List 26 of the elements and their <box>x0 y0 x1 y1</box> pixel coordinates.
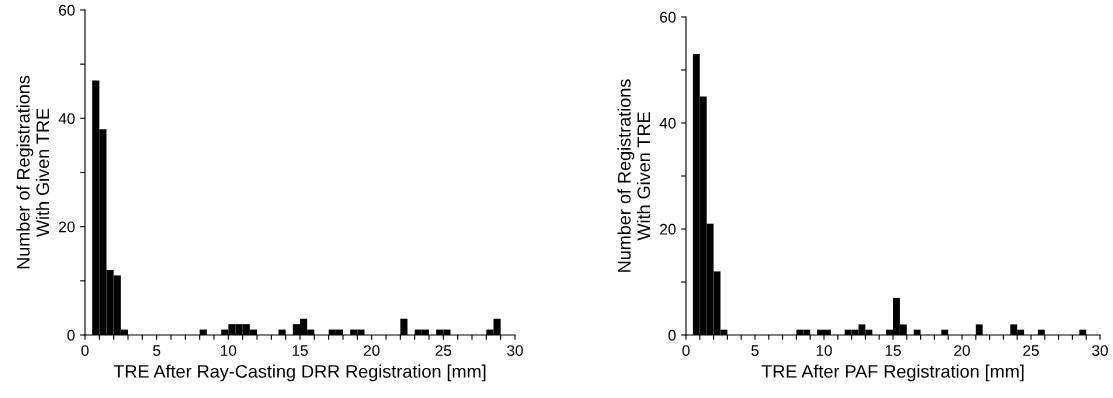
y-tick-label: 60 <box>59 4 75 16</box>
x-tick-label: 20 <box>363 345 380 356</box>
x-tick-label: 5 <box>751 345 759 356</box>
y-tick-label: 40 <box>58 113 75 125</box>
x-tick-label: 20 <box>954 345 970 356</box>
y-tick-label: 20 <box>660 223 676 235</box>
x-tick-label: 25 <box>435 345 452 356</box>
x-tick-label: 0 <box>682 345 690 356</box>
y-tick-label: 40 <box>659 117 676 129</box>
x-axis-title: TRE After Ray-Casting DRR Registration [mm] <box>113 364 486 382</box>
x-tick-label: 25 <box>1023 345 1039 356</box>
x-tick-label: 0 <box>81 345 89 356</box>
x-tick-label: 5 <box>153 345 161 356</box>
y-tick-label: 60 <box>660 11 676 23</box>
y-tick-label: 0 <box>668 329 676 341</box>
x-tick-label: 15 <box>885 345 901 356</box>
x-tick-label: 30 <box>507 345 523 356</box>
x-tick-label: 10 <box>816 345 832 356</box>
y-tick-label: 0 <box>67 329 75 341</box>
y-axis-title: Number of Registrations With Given TRE <box>16 75 50 269</box>
x-tick-label: 10 <box>221 345 237 356</box>
y-axis-title: Number of Registrations With Given TRE <box>617 79 651 272</box>
x-tick-label: 30 <box>1092 345 1108 356</box>
x-tick-label: 15 <box>292 345 308 356</box>
x-axis-title: TRE After PAF Registration [mm] <box>761 364 1024 382</box>
y-tick-label: 20 <box>59 221 75 233</box>
